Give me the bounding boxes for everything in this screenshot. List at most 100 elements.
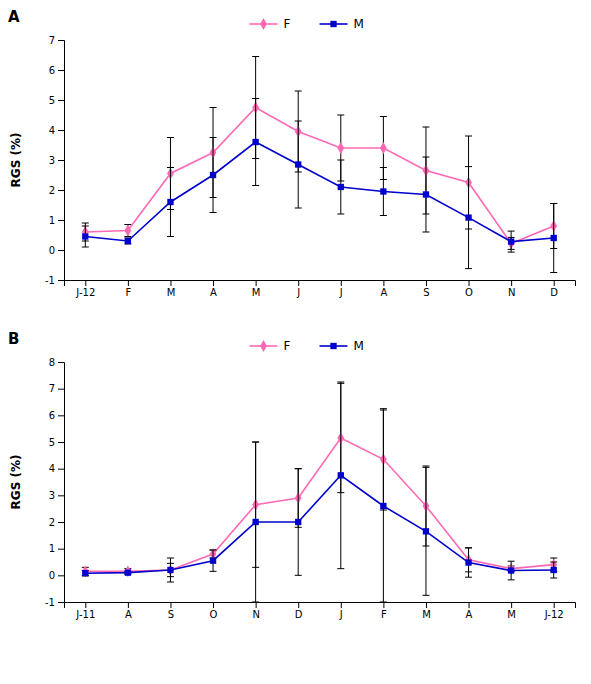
y-axis-line	[58, 363, 65, 603]
x-tick-mark	[170, 602, 171, 608]
x-tick-mark	[469, 280, 470, 286]
error-bar	[380, 410, 387, 602]
marker	[551, 235, 557, 241]
marker	[465, 559, 471, 565]
marker	[252, 139, 258, 145]
marker	[551, 567, 557, 573]
error-bar	[167, 563, 174, 576]
marker	[338, 472, 344, 478]
y-tick: 8	[49, 357, 64, 368]
x-tick-label: J	[339, 287, 343, 298]
x-tick-mark	[554, 280, 555, 286]
x-tick-mark	[341, 280, 342, 286]
x-axis: J-12FMAMJJASOND	[65, 280, 576, 298]
error-bar	[252, 442, 259, 602]
x-tick-label: D	[295, 609, 303, 620]
legend-marker	[330, 343, 336, 349]
x-tick-mark	[554, 602, 555, 608]
x-tick-mark	[426, 280, 427, 286]
x-tick: A	[380, 280, 387, 298]
x-tick-mark	[383, 602, 384, 608]
panel-label: A	[8, 8, 20, 26]
panel: -1012345678J-11ASONDJFMAMJ-12RGS (%)BFM	[8, 330, 576, 620]
x-tick-mark	[256, 280, 257, 286]
y-tick-mark	[58, 220, 64, 221]
y-tick-mark	[58, 160, 64, 161]
legend-label: F	[284, 339, 291, 353]
error-bar	[124, 238, 131, 244]
x-axis: J-11ASONDJFMAMJ-12	[65, 602, 576, 620]
y-tick-mark	[58, 415, 64, 416]
y-tick-label: 6	[49, 65, 55, 76]
x-tick-mark	[213, 602, 214, 608]
x-tick-label: S	[168, 609, 174, 620]
x-tick-label: N	[508, 287, 515, 298]
error-bar	[167, 168, 174, 237]
error-bar	[167, 558, 174, 582]
error-bar	[465, 167, 472, 269]
legend-item: F	[250, 17, 291, 31]
legend-item: M	[320, 17, 364, 31]
y-tick-mark	[58, 130, 64, 131]
panel: -101234567J-12FMAMJJASONDRGS (%)AFM	[8, 8, 576, 298]
y-tick: 4	[49, 463, 64, 474]
x-tick-label: F	[125, 287, 131, 298]
marker	[508, 567, 514, 573]
x-axis-line	[65, 603, 576, 609]
y-tick-label: 3	[49, 155, 55, 166]
y-tick: -1	[45, 275, 64, 286]
y-tick-label: 2	[49, 517, 55, 528]
y-tick-label: 2	[49, 185, 55, 196]
x-tick: S	[168, 602, 174, 620]
marker	[465, 214, 471, 220]
y-tick: 5	[49, 95, 64, 106]
x-tick-mark	[511, 280, 512, 286]
marker	[380, 188, 386, 194]
y-tick-label: 4	[49, 463, 55, 474]
series	[82, 383, 557, 582]
y-tick-mark	[58, 442, 64, 443]
x-tick-label: J	[296, 287, 300, 298]
marker	[167, 567, 173, 573]
legend-item: M	[320, 339, 364, 353]
marker	[252, 519, 258, 525]
error-bar	[337, 382, 344, 569]
x-tick-mark	[511, 602, 512, 608]
x-tick: J	[296, 280, 300, 298]
x-tick-mark	[128, 602, 129, 608]
x-tick: D	[295, 602, 303, 620]
marker	[338, 184, 344, 190]
x-tick: J-12	[75, 280, 95, 298]
error-bar	[82, 571, 89, 576]
marker	[380, 503, 386, 509]
marker	[380, 142, 387, 154]
x-tick: F	[125, 280, 131, 298]
legend-label: M	[354, 17, 364, 31]
marker	[125, 570, 131, 576]
x-tick: M	[252, 280, 261, 298]
y-tick: 6	[49, 410, 64, 421]
y-tick: 1	[49, 543, 64, 554]
x-tick-mark	[298, 280, 299, 286]
x-tick-label: J-12	[75, 287, 95, 298]
legend-marker	[260, 340, 267, 352]
x-tick: N	[252, 602, 259, 620]
x-tick: M	[167, 280, 176, 298]
legend-marker	[330, 21, 336, 27]
y-tick: 5	[49, 437, 64, 448]
x-tick: A	[466, 602, 473, 620]
marker	[295, 519, 301, 525]
legend-label: M	[354, 339, 364, 353]
y-tick-label: 4	[49, 125, 55, 136]
error-bar	[82, 226, 89, 247]
x-tick-label: J-11	[75, 609, 95, 620]
y-tick-mark	[58, 40, 64, 41]
y-tick: 0	[49, 245, 64, 256]
marks	[82, 382, 557, 602]
x-tick-label: F	[381, 609, 387, 620]
x-tick-label: M	[252, 287, 261, 298]
error-bar	[550, 204, 557, 273]
x-tick: J-12	[544, 602, 564, 620]
x-tick: J	[339, 280, 343, 298]
y-tick-label: -1	[45, 597, 55, 608]
